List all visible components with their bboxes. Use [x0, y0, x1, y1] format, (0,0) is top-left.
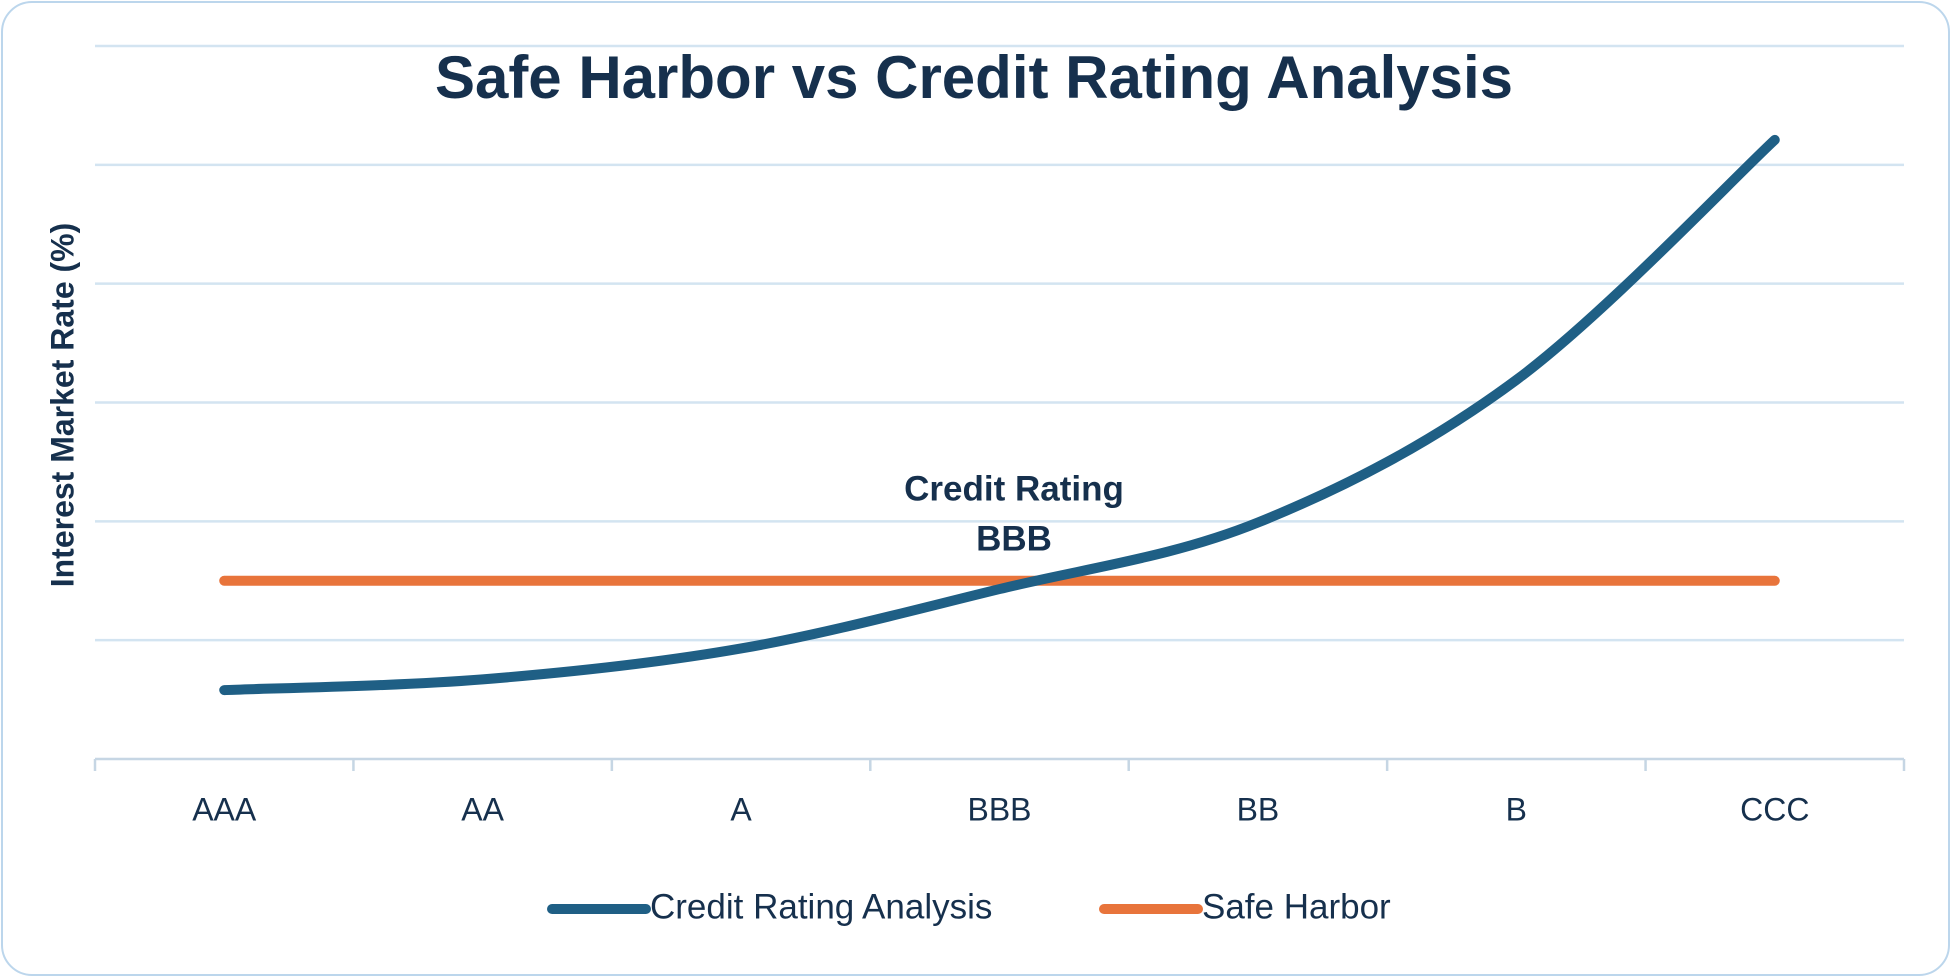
- chart-title: Safe Harbor vs Credit Rating Analysis: [435, 44, 1513, 111]
- annotation: Credit Rating: [904, 469, 1124, 508]
- y-axis-label: Interest Market Rate (%): [44, 223, 80, 588]
- x-tick-label: B: [1506, 791, 1527, 827]
- x-tick-label: CCC: [1740, 791, 1809, 827]
- x-tick-label: BB: [1237, 791, 1280, 827]
- legend-label: Safe Harbor: [1202, 887, 1391, 926]
- annotation: BBB: [976, 519, 1052, 558]
- x-tick-label: BBB: [967, 791, 1031, 827]
- x-tick-label: AAA: [192, 791, 257, 827]
- series-line: [219, 134, 1780, 696]
- x-tick-label: AA: [461, 791, 504, 827]
- legend-label: Credit Rating Analysis: [650, 887, 992, 926]
- x-tick-label: A: [730, 791, 752, 827]
